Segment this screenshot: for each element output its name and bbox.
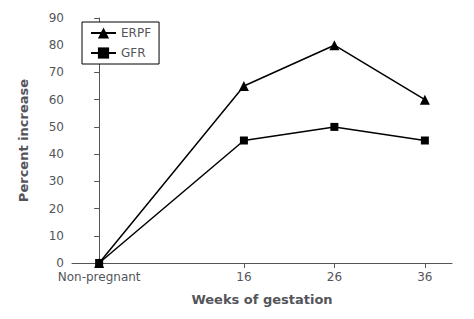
- svg-text:50: 50: [49, 120, 64, 134]
- svg-text:Percent increase: Percent increase: [16, 79, 31, 202]
- svg-text:60: 60: [49, 93, 64, 107]
- svg-text:90: 90: [49, 11, 64, 25]
- svg-text:26: 26: [327, 270, 342, 284]
- svg-text:80: 80: [49, 38, 64, 52]
- svg-text:GFR: GFR: [121, 46, 146, 60]
- svg-text:Non-pregnant: Non-pregnant: [58, 270, 141, 284]
- svg-text:0: 0: [56, 256, 64, 270]
- svg-text:36: 36: [417, 270, 432, 284]
- svg-text:30: 30: [49, 174, 64, 188]
- svg-text:ERPF: ERPF: [121, 26, 151, 40]
- svg-text:40: 40: [49, 147, 64, 161]
- svg-text:70: 70: [49, 65, 64, 79]
- svg-text:20: 20: [49, 202, 64, 216]
- svg-text:10: 10: [49, 229, 64, 243]
- svg-text:16: 16: [236, 270, 251, 284]
- svg-text:Weeks of gestation: Weeks of gestation: [191, 292, 332, 307]
